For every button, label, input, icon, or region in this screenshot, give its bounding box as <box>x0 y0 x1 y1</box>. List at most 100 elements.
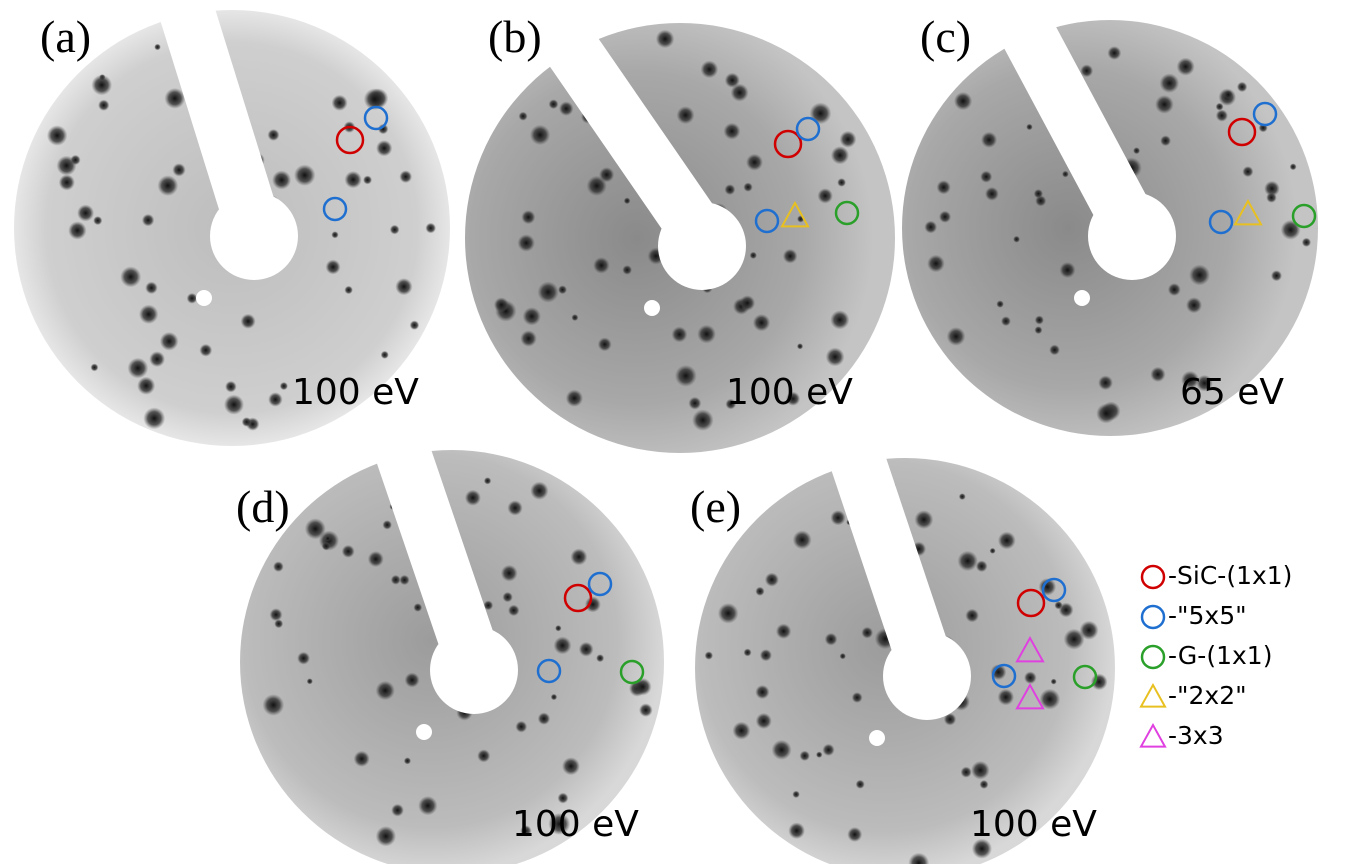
diffraction-spot <box>822 744 834 756</box>
diffraction-spot <box>405 672 420 687</box>
diffraction-spot <box>622 265 632 275</box>
diffraction-spot <box>939 211 951 223</box>
beam-spot <box>1074 290 1090 306</box>
diffraction-spot <box>772 740 792 760</box>
diffraction-spot <box>624 197 631 204</box>
diffraction-spot <box>1049 345 1060 356</box>
sample-holder <box>210 192 298 280</box>
panel-label: (e) <box>690 481 741 532</box>
diffraction-spot <box>549 99 559 109</box>
diffraction-spot <box>521 210 535 224</box>
diffraction-spot <box>332 95 348 111</box>
diffraction-spot <box>677 106 695 124</box>
diffraction-spot <box>559 101 574 116</box>
diffraction-spot <box>517 234 535 252</box>
diffraction-spot <box>70 155 80 165</box>
diffraction-spot <box>280 382 288 390</box>
diffraction-spot <box>1281 220 1301 240</box>
leed-panel: (b)100 eV <box>465 0 895 453</box>
diffraction-spot <box>127 358 148 379</box>
diffraction-spot <box>825 633 838 646</box>
diffraction-spot <box>555 625 561 631</box>
diffraction-spot <box>344 171 361 188</box>
leed-panel: (a)100 eV <box>14 0 450 446</box>
diffraction-spot <box>187 293 198 304</box>
diffraction-spot <box>760 649 772 661</box>
diffraction-spot <box>137 377 155 395</box>
diffraction-spot <box>750 252 757 259</box>
diffraction-spot <box>199 344 212 357</box>
diffraction-spot <box>579 642 594 657</box>
diffraction-spot <box>537 281 558 302</box>
diffraction-spot <box>530 125 550 145</box>
energy-label: 100 eV <box>292 372 419 413</box>
diffraction-spot <box>501 565 518 582</box>
legend-label: -3x3 <box>1168 721 1224 750</box>
beam-spot <box>644 300 660 316</box>
diffraction-spot <box>270 608 283 621</box>
diffraction-spot <box>961 767 972 778</box>
diffraction-spot <box>755 685 769 699</box>
diffraction-spot <box>996 300 1004 308</box>
diffraction-spot <box>1013 236 1020 243</box>
diffraction-spot <box>724 184 735 195</box>
diffraction-spot <box>562 757 580 775</box>
diffraction-spot <box>980 171 992 183</box>
diffraction-spot <box>817 188 832 203</box>
diffraction-spot <box>1177 58 1195 76</box>
diffraction-spot <box>675 365 697 387</box>
diffraction-spot <box>840 653 846 659</box>
diffraction-spot <box>671 326 687 342</box>
diffraction-spot <box>267 129 279 141</box>
diffraction-spot <box>971 761 990 780</box>
diffraction-spot <box>830 510 845 525</box>
diffraction-spot <box>718 603 739 624</box>
diffraction-spot <box>965 609 979 623</box>
diffraction-spot <box>1080 64 1093 77</box>
diffraction-spot <box>331 231 338 238</box>
diffraction-spot <box>515 721 527 733</box>
diffraction-spot <box>172 163 185 176</box>
diffraction-spot <box>391 804 404 817</box>
sample-holder <box>883 632 971 720</box>
diffraction-spot <box>381 351 389 359</box>
diffraction-spot <box>551 694 557 700</box>
diffraction-spot <box>788 822 805 839</box>
diffraction-spot <box>91 75 112 96</box>
diffraction-spot <box>947 327 966 346</box>
diffraction-spot <box>744 648 752 656</box>
diffraction-spot <box>1051 679 1057 685</box>
diffraction-spot <box>477 749 490 762</box>
diffraction-spot <box>566 390 583 407</box>
diffraction-spot <box>1160 73 1180 93</box>
diffraction-spot <box>1189 264 1210 285</box>
diffraction-spot <box>273 561 284 572</box>
diffraction-spot <box>507 500 522 515</box>
diffraction-spot <box>1026 124 1033 131</box>
diffraction-spot <box>399 170 412 183</box>
diffraction-spot <box>599 167 614 182</box>
spot-marker <box>1142 606 1164 628</box>
diffraction-spot <box>519 112 528 121</box>
diffraction-spot <box>164 88 185 109</box>
spot-marker <box>1142 566 1164 588</box>
panels: (a)100 eV(b)100 eV(c)65 eV(d)100 eV(e)10… <box>14 0 1318 864</box>
diffraction-spot <box>1133 147 1140 154</box>
diffraction-spot <box>743 182 752 191</box>
diffraction-spot <box>363 175 372 184</box>
diffraction-spot <box>149 351 165 367</box>
spot-marker <box>1141 725 1165 747</box>
diffraction-spot <box>558 285 567 294</box>
diffraction-spot <box>959 493 966 500</box>
diffraction-spot <box>307 678 313 684</box>
diffraction-spot <box>297 652 310 665</box>
diffraction-spot <box>830 310 849 329</box>
diffraction-spot <box>120 266 141 287</box>
diffraction-spot <box>502 592 512 602</box>
diffraction-spot <box>1155 95 1174 114</box>
diffraction-spot <box>142 214 154 226</box>
diffraction-spot <box>1216 103 1224 111</box>
legend-label: -"2x2" <box>1168 681 1247 710</box>
diffraction-spot <box>980 780 989 789</box>
diffraction-spot <box>59 174 75 190</box>
